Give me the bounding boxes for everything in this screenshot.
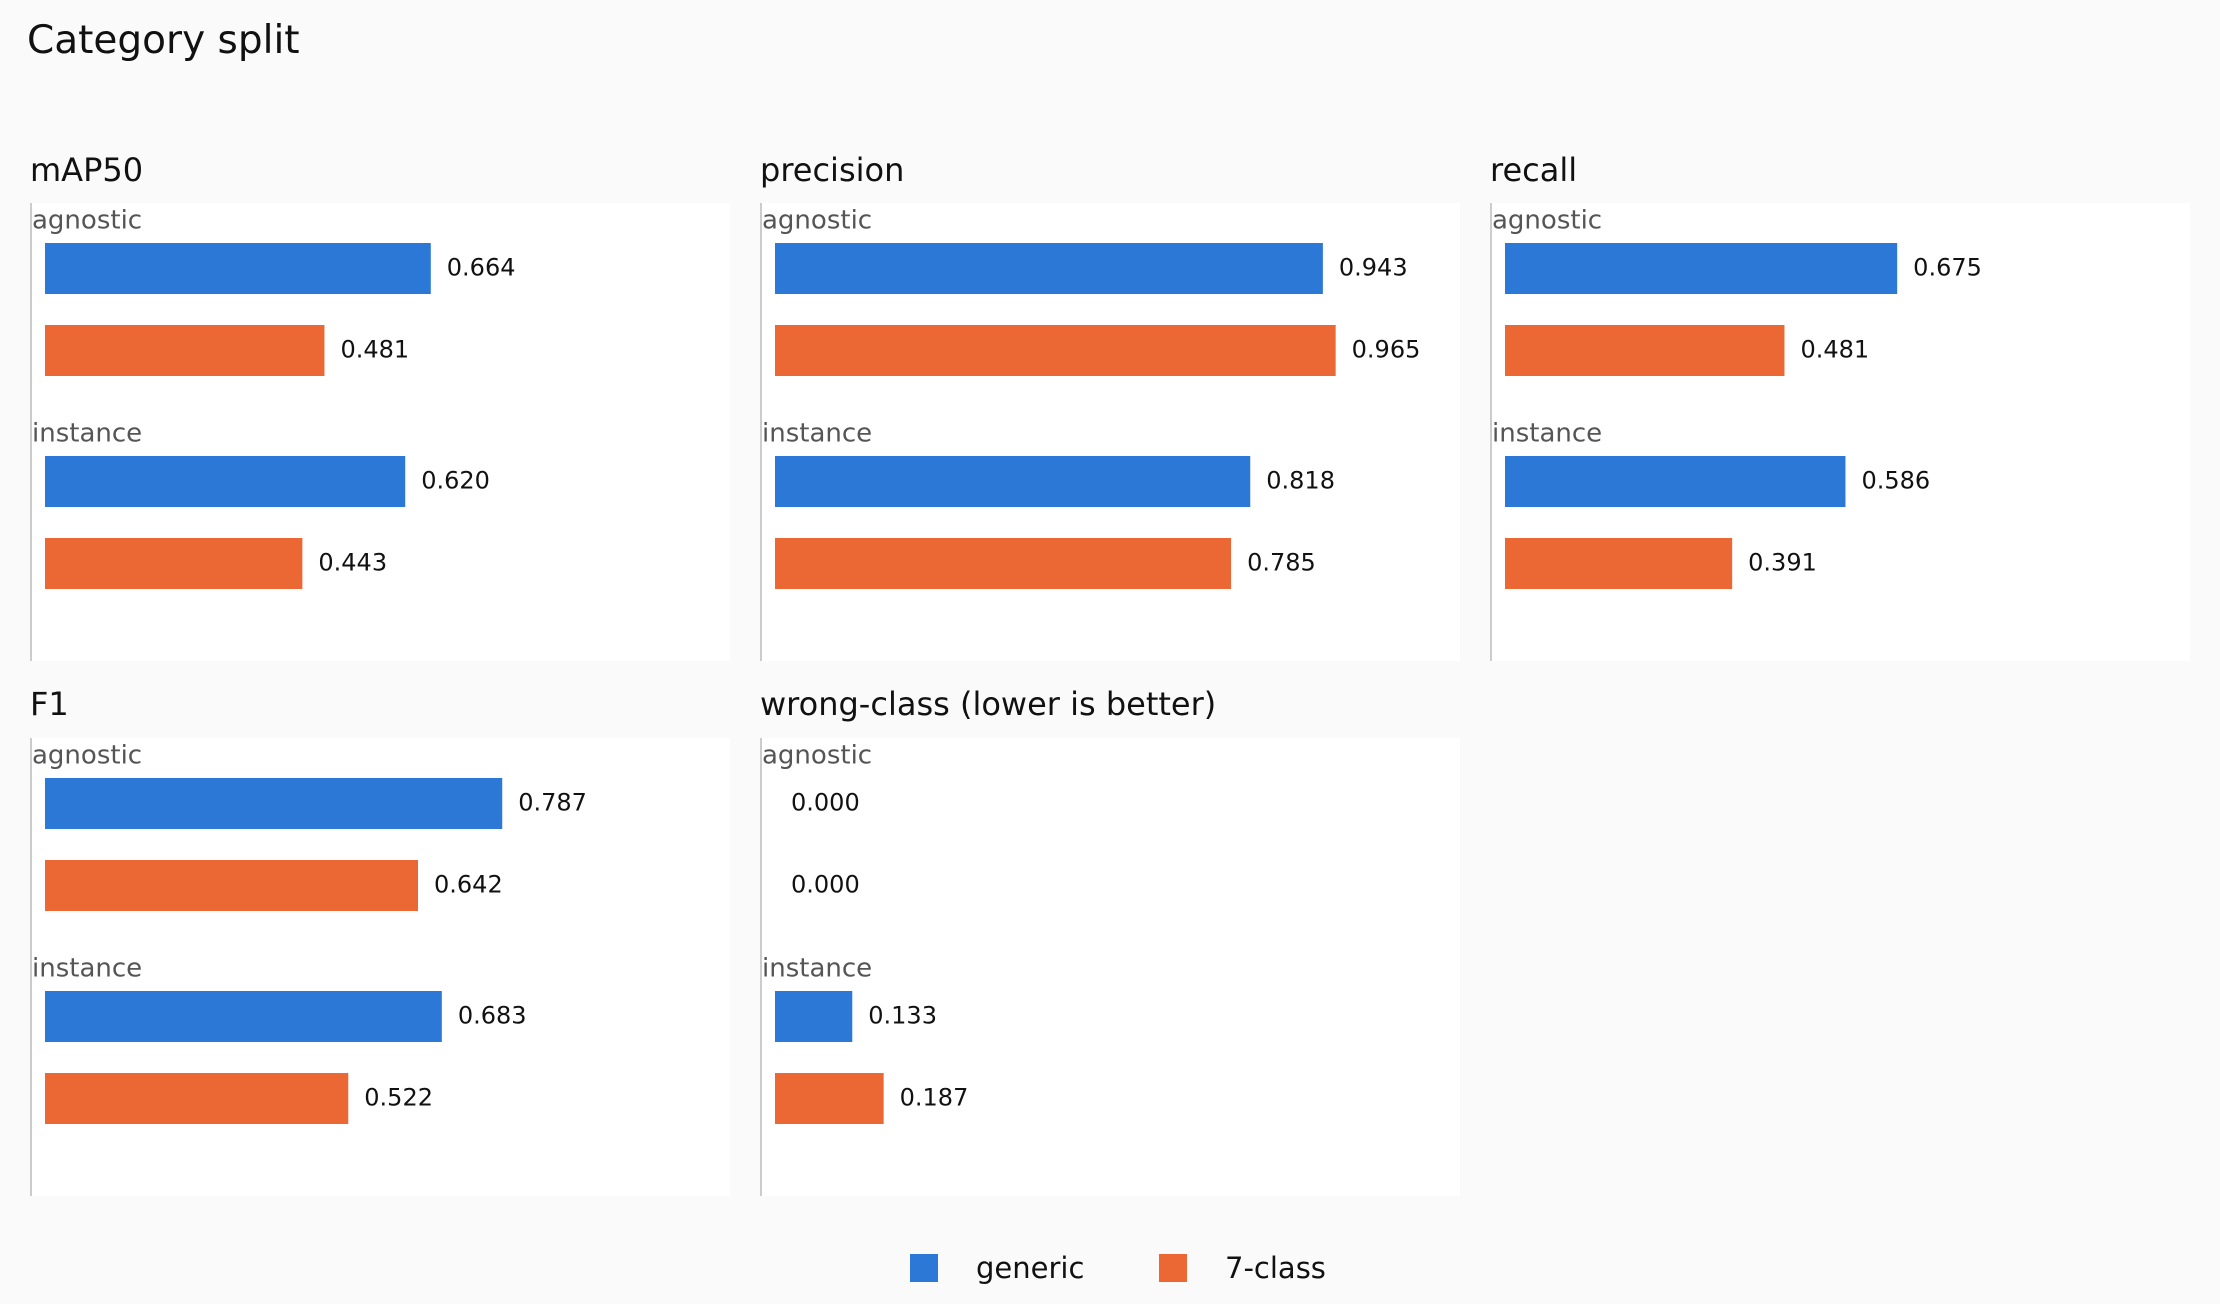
legend-item-generic: generic <box>910 1248 1084 1288</box>
value-label-generic-agnostic: 0.943 <box>1339 254 1408 282</box>
group-label-instance: instance <box>762 954 872 984</box>
value-label-7-class-agnostic: 0.965 <box>1352 336 1421 364</box>
value-label-7-class-agnostic: 0.481 <box>340 336 409 364</box>
group-label-agnostic: agnostic <box>32 206 142 236</box>
panel-wrong-class-lower-is-better: agnostic 0.000 0.000 instance 0.133 0.187 <box>760 738 1460 1196</box>
value-label-generic-agnostic: 0.675 <box>1913 254 1982 282</box>
value-label-generic-instance: 0.133 <box>868 1002 937 1030</box>
bar-7-class-instance <box>45 538 303 589</box>
value-label-7-class-instance: 0.785 <box>1247 549 1316 577</box>
bar-7-class-agnostic <box>775 325 1336 376</box>
panel-title-wrong-class-lower-is-better: wrong-class (lower is better) <box>760 685 1217 723</box>
bar-generic-agnostic <box>775 243 1323 294</box>
value-label-7-class-instance: 0.522 <box>364 1084 433 1112</box>
bar-generic-instance <box>1505 456 1846 507</box>
bar-7-class-instance <box>45 1073 349 1124</box>
bar-generic-instance <box>775 456 1251 507</box>
bar-generic-instance <box>45 991 442 1042</box>
panel-f1: agnostic 0.787 0.642 instance 0.683 0.522 <box>30 738 730 1196</box>
panel-svg-wrong-class-lower-is-better: agnostic 0.000 0.000 instance 0.133 0.187 <box>762 741 969 1124</box>
bar-generic-instance <box>775 991 853 1042</box>
bar-generic-agnostic <box>45 243 431 294</box>
panel-map50: agnostic 0.664 0.481 instance 0.620 0.443 <box>30 203 730 661</box>
value-label-generic-agnostic: 0.787 <box>518 789 587 817</box>
group-label-instance: instance <box>1492 419 1602 449</box>
panel-precision: agnostic 0.943 0.965 instance 0.818 0.785 <box>760 203 1460 661</box>
panel-svg-precision: agnostic 0.943 0.965 instance 0.818 0.785 <box>762 206 1421 589</box>
value-label-7-class-agnostic: 0.000 <box>791 871 860 899</box>
group-label-agnostic: agnostic <box>762 741 872 771</box>
legend-label-generic: generic <box>976 1251 1085 1285</box>
group-label-instance: instance <box>32 954 142 984</box>
panel-recall: agnostic 0.675 0.481 instance 0.586 0.391 <box>1490 203 2190 661</box>
panel-svg-recall: agnostic 0.675 0.481 instance 0.586 0.391 <box>1492 206 1982 589</box>
value-label-7-class-agnostic: 0.481 <box>1800 336 1869 364</box>
bar-generic-agnostic <box>45 778 503 829</box>
legend: generic 7-class <box>0 1248 2220 1288</box>
panel-title-precision: precision <box>760 151 905 189</box>
panel-svg-map50: agnostic 0.664 0.481 instance 0.620 0.443 <box>32 206 516 589</box>
bar-7-class-instance <box>775 538 1232 589</box>
legend-swatch-7-class <box>1159 1254 1187 1282</box>
panel-title-map50: mAP50 <box>30 151 144 189</box>
panel-title-f1: F1 <box>30 685 69 723</box>
value-label-7-class-instance: 0.187 <box>900 1084 969 1112</box>
value-label-7-class-instance: 0.443 <box>318 549 387 577</box>
legend-swatch-generic <box>910 1254 938 1282</box>
bar-7-class-agnostic <box>45 860 419 911</box>
group-label-agnostic: agnostic <box>762 206 872 236</box>
group-label-agnostic: agnostic <box>1492 206 1602 236</box>
legend-item-7-class: 7-class <box>1159 1248 1326 1288</box>
value-label-generic-instance: 0.818 <box>1266 467 1335 495</box>
value-label-generic-instance: 0.683 <box>458 1002 527 1030</box>
bar-7-class-instance <box>775 1073 884 1124</box>
value-label-7-class-agnostic: 0.642 <box>434 871 503 899</box>
value-label-generic-instance: 0.586 <box>1861 467 1930 495</box>
figure-title: Category split <box>27 18 300 63</box>
bar-7-class-instance <box>1505 538 1733 589</box>
legend-label-7-class: 7-class <box>1225 1251 1326 1285</box>
value-label-generic-agnostic: 0.664 <box>447 254 516 282</box>
value-label-generic-agnostic: 0.000 <box>791 789 860 817</box>
group-label-agnostic: agnostic <box>32 741 142 771</box>
panel-svg-f1: agnostic 0.787 0.642 instance 0.683 0.522 <box>32 741 587 1124</box>
value-label-generic-instance: 0.620 <box>421 467 490 495</box>
bar-7-class-agnostic <box>45 325 325 376</box>
bar-7-class-agnostic <box>1505 325 1785 376</box>
bar-generic-instance <box>45 456 406 507</box>
panel-title-recall: recall <box>1490 151 1578 189</box>
group-label-instance: instance <box>32 419 142 449</box>
group-label-instance: instance <box>762 419 872 449</box>
value-label-7-class-instance: 0.391 <box>1748 549 1817 577</box>
bar-generic-agnostic <box>1505 243 1898 294</box>
